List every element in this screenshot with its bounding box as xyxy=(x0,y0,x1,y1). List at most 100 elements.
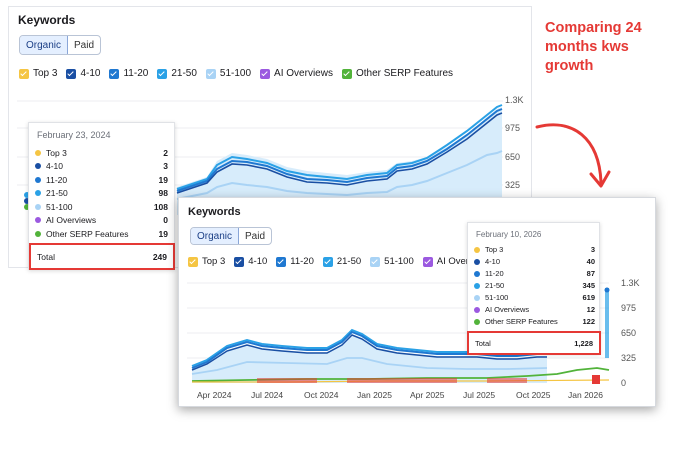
row-label: Top 3 xyxy=(46,148,67,158)
marker-bar xyxy=(347,378,457,383)
y-tick-label: 975 xyxy=(505,123,521,133)
row-value: 345 xyxy=(582,281,595,290)
11-20-dot-icon xyxy=(474,270,480,277)
organic-tab[interactable]: Organic xyxy=(191,228,240,244)
tooltip-row: 51-100 619 xyxy=(474,293,595,302)
organic-tab[interactable]: Organic xyxy=(20,36,69,54)
legend-ai-overviews[interactable]: AI Overviews xyxy=(422,256,493,267)
legend-ai-overviews[interactable]: AI Overviews xyxy=(260,68,333,79)
tooltip-total-highlight: Total 1,228 xyxy=(467,331,601,355)
legend-51-100[interactable]: 51-100 xyxy=(205,68,252,79)
paid-tab[interactable]: Paid xyxy=(74,39,95,51)
checkbox-icon xyxy=(66,68,77,79)
checkbox-icon xyxy=(19,68,29,79)
row-value: 12 xyxy=(586,305,595,314)
annotation-text: Comparing 24 months kws growth xyxy=(545,20,642,74)
row-label: 21-50 xyxy=(46,188,68,198)
line-51-100 xyxy=(191,357,548,375)
organic-paid-toggle: Organic Paid xyxy=(19,35,102,55)
row-label: 4-10 xyxy=(46,161,64,171)
row-label: 4-10 xyxy=(485,257,501,266)
row-label: 11-20 xyxy=(46,175,68,185)
paid-tab[interactable]: Paid xyxy=(245,230,266,242)
row-label: Other SERP Features xyxy=(485,317,558,326)
line-11-20 xyxy=(191,330,547,369)
line-4-10 xyxy=(191,334,547,371)
legend-11-20[interactable]: 11-20 xyxy=(109,68,148,79)
legend-21-50[interactable]: 21-50 xyxy=(157,68,197,79)
checkbox-icon xyxy=(322,256,333,267)
tooltip-row: 21-50 345 xyxy=(474,281,595,290)
tooltip-row: Top 3 3 xyxy=(474,245,595,254)
row-value: 619 xyxy=(582,293,595,302)
legend-51-100[interactable]: 51-100 xyxy=(370,256,414,267)
row-value: 19 xyxy=(158,175,168,185)
curved-arrow-icon xyxy=(535,123,611,188)
legend-label: 21-50 xyxy=(336,256,362,267)
series-legend: Top 3 4-10 11-20 21-50 51-100 AI Overvie… xyxy=(188,256,502,267)
legend-11-20[interactable]: 11-20 xyxy=(276,256,314,267)
legend-top3[interactable]: Top 3 xyxy=(19,68,57,79)
legend-label: Top 3 xyxy=(202,256,226,267)
y-tick-label: 1.3K xyxy=(505,95,524,105)
total-value: 1,228 xyxy=(574,338,593,348)
y-tick-label: 650 xyxy=(621,328,637,338)
row-label: 11-20 xyxy=(485,269,504,278)
tooltip-date: February 10, 2026 xyxy=(476,230,542,239)
legend-label: Top 3 xyxy=(33,68,58,79)
tooltip-row: AI Overviews 0 xyxy=(35,215,168,225)
x-tick-label: Oct 2025 xyxy=(516,390,551,400)
11-20-dot-icon xyxy=(35,177,41,183)
tooltip-row: Top 3 2 xyxy=(35,148,168,158)
51-100-dot-icon xyxy=(474,294,480,301)
row-value: 3 xyxy=(590,245,595,254)
checkbox-icon xyxy=(188,256,198,267)
legend-4-10[interactable]: 4-10 xyxy=(66,68,100,79)
annotation-markers xyxy=(257,375,600,384)
tooltip-row: Other SERP Features 19 xyxy=(35,229,168,239)
checkbox-icon xyxy=(260,68,271,79)
x-tick-label: Apr 2024 xyxy=(197,390,232,400)
checkbox-icon xyxy=(422,256,433,267)
series-legend: Top 3 4-10 11-20 21-50 51-100 AI Overvie… xyxy=(19,68,462,79)
point-column xyxy=(605,288,609,358)
total-label: Total xyxy=(37,251,55,262)
row-value: 108 xyxy=(153,202,168,212)
tooltip-row: 11-20 87 xyxy=(474,269,595,278)
marker-bar xyxy=(487,378,527,383)
legend-label: 51-100 xyxy=(219,68,252,79)
51-100-dot-icon xyxy=(35,204,41,210)
legend-label: 51-100 xyxy=(384,256,414,267)
legend-label: Other SERP Features xyxy=(355,68,454,79)
legend-label: AI Overviews xyxy=(436,256,493,267)
row-value: 87 xyxy=(586,269,595,278)
serp-dot-icon xyxy=(35,231,41,237)
legend-other-serp[interactable]: Other SERP Features xyxy=(341,68,454,79)
row-label: 51-100 xyxy=(46,202,73,212)
row-label: Other SERP Features xyxy=(46,229,129,239)
x-tick-label: Apr 2025 xyxy=(410,390,445,400)
legend-4-10[interactable]: 4-10 xyxy=(234,256,267,267)
legend-21-50[interactable]: 21-50 xyxy=(322,256,362,267)
y-tick-label: 1.3K xyxy=(621,278,640,288)
row-value: 122 xyxy=(582,317,595,326)
4-10-dot-icon xyxy=(474,258,480,265)
row-value: 3 xyxy=(163,161,168,171)
checkbox-icon xyxy=(370,256,381,267)
y-tick-label: 975 xyxy=(621,303,637,313)
y-tick-label: 650 xyxy=(505,152,521,162)
legend-label: AI Overviews xyxy=(274,68,333,79)
keywords-area-chart-2024 xyxy=(17,100,503,215)
y-tick-label: 0 xyxy=(621,378,627,388)
ai-dot-icon xyxy=(35,217,41,223)
row-value: 19 xyxy=(158,229,168,239)
legend-top3[interactable]: Top 3 xyxy=(188,256,225,267)
card-title: Keywords xyxy=(18,13,76,27)
tooltip-total-highlight: Total 249 xyxy=(29,243,175,270)
tooltip-row: 11-20 19 xyxy=(35,175,168,185)
row-label: 21-50 xyxy=(485,281,505,290)
organic-paid-toggle: Organic Paid xyxy=(190,227,273,245)
4-10-dot-icon xyxy=(35,163,41,169)
top3-dot-icon xyxy=(35,150,41,156)
